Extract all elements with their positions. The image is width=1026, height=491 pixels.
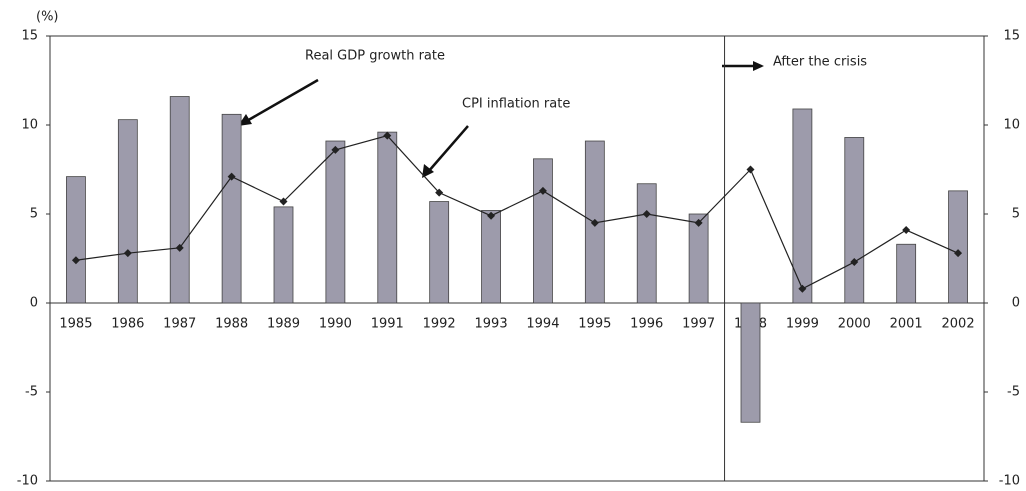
y-tick-label: 0 (30, 296, 38, 311)
line-marker (642, 210, 651, 218)
line-marker (383, 131, 392, 140)
x-tick-label: 1989 (267, 317, 300, 332)
x-tick-label: 1985 (59, 317, 92, 332)
x-tick-label: 1999 (786, 317, 819, 332)
x-tick-label: 1993 (475, 317, 508, 332)
bar (688, 213, 709, 304)
line-marker (175, 243, 184, 252)
line-marker (227, 172, 236, 181)
line-marker (746, 165, 755, 174)
annotation-arrow (244, 78, 319, 124)
x-tick-label: 1994 (526, 317, 559, 332)
x-tick-label: 1990 (319, 317, 352, 332)
y-tick-label: -5 (25, 385, 38, 400)
x-tick-label: 1996 (630, 317, 663, 332)
y-tick-label: 5 (30, 207, 38, 222)
x-tick-label: 2002 (942, 317, 975, 332)
bar (948, 190, 968, 304)
x-tick-label: 1987 (163, 317, 196, 332)
x-tick-label: 1991 (371, 317, 404, 332)
x-tick-label: 1988 (215, 317, 248, 332)
y2-tick-label: 10 (1003, 118, 1020, 133)
x-tick-label: 2000 (838, 317, 871, 332)
y2-tick-label: 0 (1012, 296, 1020, 311)
crisis-annotation: After the crisis (773, 55, 867, 70)
x-tick-label: 1992 (423, 317, 456, 332)
x-tick-label: 1997 (682, 317, 715, 332)
y-tick-label: -10 (17, 474, 38, 488)
y2-tick-label: 5 (1012, 207, 1020, 222)
line-marker (123, 249, 132, 258)
y-tick-label: 15 (21, 29, 38, 44)
arrow-head (422, 164, 434, 178)
bar (636, 183, 657, 304)
y-unit: (%) (36, 10, 59, 25)
line-marker (487, 211, 496, 220)
bar (740, 302, 761, 423)
annotation-arrow (427, 125, 469, 173)
line-marker (590, 218, 599, 227)
bar (377, 131, 398, 304)
line-marker (902, 226, 911, 235)
y2-tick-label: -10 (999, 474, 1020, 488)
x-tick-label: 2001 (890, 317, 923, 332)
bar (792, 108, 813, 304)
line-marker (331, 145, 340, 154)
line-marker (850, 258, 859, 267)
y2-tick-label: -5 (1007, 385, 1020, 400)
x-tick-label: 1986 (111, 317, 144, 332)
bar (273, 206, 294, 304)
cpi-line (75, 135, 959, 290)
bar-annotation: Real GDP growth rate (305, 49, 445, 64)
bar (325, 140, 346, 304)
bar (533, 158, 553, 304)
bar (481, 210, 501, 304)
bar (896, 243, 917, 304)
line-marker (538, 186, 547, 195)
line-marker (954, 249, 963, 258)
bar (66, 176, 86, 304)
line-marker (71, 256, 80, 265)
plot-frame (49, 35, 985, 482)
x-tick-label: 1995 (578, 317, 611, 332)
bar (221, 113, 242, 304)
line-annotation: CPI inflation rate (462, 97, 570, 112)
y2-tick-label: 15 (1003, 29, 1020, 44)
arrow-head (753, 61, 764, 71)
bar (169, 96, 190, 304)
bar (844, 137, 865, 304)
bar (429, 201, 450, 304)
bar (117, 119, 138, 304)
line-marker (694, 218, 703, 227)
line-marker (435, 188, 444, 197)
y-tick-label: 10 (21, 118, 38, 133)
line-marker (798, 284, 807, 293)
line-marker (279, 197, 288, 206)
